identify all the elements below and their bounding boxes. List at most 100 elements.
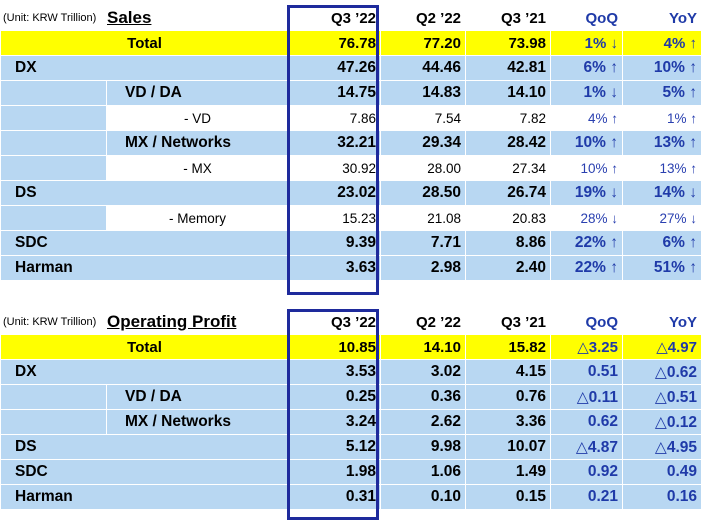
unit-label: (Unit: KRW Trillion) xyxy=(0,5,107,31)
value-q3-22: 10.85 xyxy=(288,334,381,360)
value-q2-22: 2.62 xyxy=(380,409,466,435)
value-qoq: 0.62 xyxy=(550,409,623,435)
value-qoq: 10% ↑ xyxy=(550,130,623,156)
value-qoq: △0.11 xyxy=(550,384,623,410)
row-label: - MX xyxy=(106,155,289,181)
sales-table: (Unit: KRW Trillion) Sales Q3 ’22 Q2 ’22 Q3 … xyxy=(0,5,701,281)
value-yoy: △4.95 xyxy=(622,434,701,460)
value-q3-22: 3.24 xyxy=(288,409,381,435)
value-qoq: 0.51 xyxy=(550,359,623,385)
value-q3-21: 26.74 xyxy=(465,180,551,206)
value-qoq: 4% ↑ xyxy=(550,105,623,131)
row-label: Harman xyxy=(0,255,289,281)
value-q2-22: 0.36 xyxy=(380,384,466,410)
value-q3-22: 1.98 xyxy=(288,459,381,485)
indent-spacer xyxy=(0,80,107,106)
value-q3-21: 0.15 xyxy=(465,484,551,510)
value-yoy: 14% ↓ xyxy=(622,180,701,206)
value-q2-22: 3.02 xyxy=(380,359,466,385)
row-sdc: SDC 1.98 1.06 1.49 0.92 0.49 xyxy=(0,459,701,485)
row-label: DS xyxy=(0,434,289,460)
row-vd: - VD 7.86 7.54 7.82 4% ↑ 1% ↑ xyxy=(0,105,701,131)
value-q3-21: 1.49 xyxy=(465,459,551,485)
value-q3-22: 23.02 xyxy=(288,180,381,206)
column-header-q2-22: Q2 ’22 xyxy=(380,309,466,335)
value-yoy: △0.51 xyxy=(622,384,701,410)
value-q2-22: 14.83 xyxy=(380,80,466,106)
row-label: Harman xyxy=(0,484,289,510)
value-q3-22: 3.63 xyxy=(288,255,381,281)
indent-spacer xyxy=(0,205,107,231)
row-dx: DX 3.53 3.02 4.15 0.51 △0.62 xyxy=(0,359,701,385)
column-header-q3-22: Q3 ’22 xyxy=(288,5,381,31)
row-sdc: SDC 9.39 7.71 8.86 22% ↑ 6% ↑ xyxy=(0,230,701,256)
column-header-yoy: YoY xyxy=(622,5,701,31)
value-q3-22: 0.31 xyxy=(288,484,381,510)
value-q3-21: 2.40 xyxy=(465,255,551,281)
value-yoy: △4.97 xyxy=(622,334,701,360)
indent-spacer xyxy=(0,155,107,181)
value-q2-22: 44.46 xyxy=(380,55,466,81)
value-yoy: △0.62 xyxy=(622,359,701,385)
row-label: Total xyxy=(0,334,289,360)
value-q3-21: 28.42 xyxy=(465,130,551,156)
column-header-q2-22: Q2 ’22 xyxy=(380,5,466,31)
value-q3-22: 30.92 xyxy=(288,155,381,181)
value-q3-22: 3.53 xyxy=(288,359,381,385)
value-qoq: 0.92 xyxy=(550,459,623,485)
value-q2-22: 28.50 xyxy=(380,180,466,206)
indent-spacer xyxy=(0,409,107,435)
header-row: (Unit: KRW Trillion) Operating Profit Q3 ’… xyxy=(0,309,701,335)
column-header-qoq: QoQ xyxy=(550,309,623,335)
section-title: Operating Profit xyxy=(106,309,289,335)
column-header-qoq: QoQ xyxy=(550,5,623,31)
value-qoq: 1% ↓ xyxy=(550,80,623,106)
value-q2-22: 0.10 xyxy=(380,484,466,510)
value-q2-22: 1.06 xyxy=(380,459,466,485)
value-qoq: 1% ↓ xyxy=(550,30,623,56)
value-q3-22: 14.75 xyxy=(288,80,381,106)
value-q3-21: 3.36 xyxy=(465,409,551,435)
value-q3-22: 7.86 xyxy=(288,105,381,131)
row-ds: DS 23.02 28.50 26.74 19% ↓ 14% ↓ xyxy=(0,180,701,206)
indent-spacer xyxy=(0,130,107,156)
row-label: MX / Networks xyxy=(106,130,289,156)
indent-spacer xyxy=(0,105,107,131)
value-q3-21: 10.07 xyxy=(465,434,551,460)
row-label: MX / Networks xyxy=(106,409,289,435)
value-yoy: 6% ↑ xyxy=(622,230,701,256)
row-label: VD / DA xyxy=(106,80,289,106)
value-q3-22: 9.39 xyxy=(288,230,381,256)
row-harman: Harman 3.63 2.98 2.40 22% ↑ 51% ↑ xyxy=(0,255,701,281)
value-q3-21: 7.82 xyxy=(465,105,551,131)
column-header-q3-21: Q3 ’21 xyxy=(465,5,551,31)
row-label: DX xyxy=(0,359,289,385)
value-q3-21: 15.82 xyxy=(465,334,551,360)
value-qoq: 22% ↑ xyxy=(550,255,623,281)
value-qoq: 10% ↑ xyxy=(550,155,623,181)
value-yoy: 4% ↑ xyxy=(622,30,701,56)
row-ds: DS 5.12 9.98 10.07 △4.87 △4.95 xyxy=(0,434,701,460)
value-q3-21: 8.86 xyxy=(465,230,551,256)
value-yoy: 0.49 xyxy=(622,459,701,485)
value-q2-22: 77.20 xyxy=(380,30,466,56)
value-yoy: 0.16 xyxy=(622,484,701,510)
value-q3-21: 0.76 xyxy=(465,384,551,410)
column-header-yoy: YoY xyxy=(622,309,701,335)
value-yoy: 10% ↑ xyxy=(622,55,701,81)
row-mx: - MX 30.92 28.00 27.34 10% ↑ 13% ↑ xyxy=(0,155,701,181)
value-q2-22: 28.00 xyxy=(380,155,466,181)
row-label: DS xyxy=(0,180,289,206)
value-q3-21: 20.83 xyxy=(465,205,551,231)
value-q3-21: 14.10 xyxy=(465,80,551,106)
value-yoy: 1% ↑ xyxy=(622,105,701,131)
row-dx: DX 47.26 44.46 42.81 6% ↑ 10% ↑ xyxy=(0,55,701,81)
row-vd-da: VD / DA 14.75 14.83 14.10 1% ↓ 5% ↑ xyxy=(0,80,701,106)
value-q2-22: 21.08 xyxy=(380,205,466,231)
value-yoy: 13% ↑ xyxy=(622,130,701,156)
value-q3-21: 73.98 xyxy=(465,30,551,56)
header-row: (Unit: KRW Trillion) Sales Q3 ’22 Q2 ’22 Q3 … xyxy=(0,5,701,31)
row-total: Total 76.78 77.20 73.98 1% ↓ 4% ↑ xyxy=(0,30,701,56)
indent-spacer xyxy=(0,384,107,410)
